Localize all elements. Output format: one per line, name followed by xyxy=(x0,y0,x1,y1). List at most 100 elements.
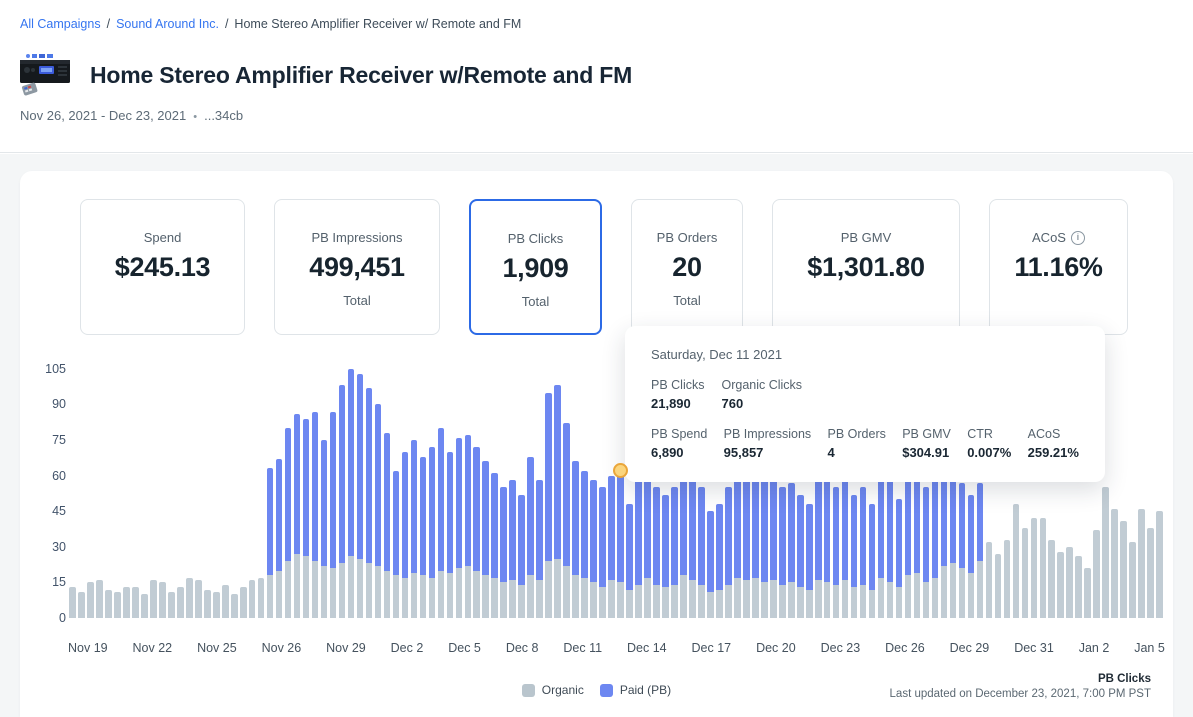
chart-bar[interactable] xyxy=(96,351,103,618)
chart-bar[interactable] xyxy=(895,351,903,618)
chart-bar[interactable] xyxy=(1030,351,1038,618)
chart-bar[interactable] xyxy=(392,351,400,618)
chart-bar[interactable] xyxy=(796,351,804,618)
chart-bar[interactable] xyxy=(320,351,328,618)
chart-bar[interactable] xyxy=(590,351,597,618)
chart-bar[interactable] xyxy=(257,351,265,618)
chart-bar[interactable] xyxy=(1048,351,1056,618)
chart-bar[interactable] xyxy=(123,351,130,618)
metric-card-pb-impressions[interactable]: PB Impressions 499,451 Total xyxy=(274,199,440,335)
chart-bar[interactable] xyxy=(671,351,678,618)
chart-bar[interactable] xyxy=(500,351,508,618)
chart-bar[interactable] xyxy=(275,351,283,618)
metric-card-pb-gmv[interactable]: PB GMV $1,301.80 xyxy=(772,199,960,335)
chart-bar[interactable] xyxy=(230,351,238,618)
chart-bar[interactable] xyxy=(707,351,714,618)
chart-bar[interactable] xyxy=(518,351,526,618)
chart-bar[interactable] xyxy=(689,351,696,618)
chart-bar[interactable] xyxy=(401,351,409,618)
chart-bar[interactable] xyxy=(428,351,436,618)
chart-bar[interactable] xyxy=(293,351,301,618)
chart-bar[interactable] xyxy=(114,351,121,618)
chart-bar[interactable] xyxy=(168,351,175,618)
chart-bar[interactable] xyxy=(374,351,382,618)
chart-bar[interactable] xyxy=(1084,351,1092,618)
chart-bar[interactable] xyxy=(1156,351,1163,618)
chart-bar[interactable] xyxy=(877,351,885,618)
chart-bar[interactable] xyxy=(347,351,355,618)
chart-bar[interactable] xyxy=(329,351,337,618)
chart-bar[interactable] xyxy=(644,351,651,618)
legend-item-organic[interactable]: Organic xyxy=(521,683,584,697)
chart-bar[interactable] xyxy=(473,351,481,618)
chart-bar[interactable] xyxy=(814,351,822,618)
chart-bar[interactable] xyxy=(509,351,517,618)
chart-bar[interactable] xyxy=(1147,351,1154,618)
chart-bar[interactable] xyxy=(141,351,148,618)
chart-bar[interactable] xyxy=(572,351,579,618)
chart-bar[interactable] xyxy=(994,351,1002,618)
chart-bar[interactable] xyxy=(1066,351,1074,618)
chart-bar[interactable] xyxy=(527,351,534,618)
chart-bar[interactable] xyxy=(725,351,732,618)
breadcrumb-all-campaigns[interactable]: All Campaigns xyxy=(20,17,101,31)
chart-bar[interactable] xyxy=(203,351,211,618)
chart-bar[interactable] xyxy=(1012,351,1020,618)
metric-card-spend[interactable]: Spend $245.13 xyxy=(80,199,245,335)
chart-bar[interactable] xyxy=(105,351,112,618)
chart-bar[interactable] xyxy=(410,351,418,618)
chart-bar[interactable] xyxy=(653,351,660,618)
chart-bar[interactable] xyxy=(958,351,966,618)
chart-bar[interactable] xyxy=(662,351,669,618)
chart-bar[interactable] xyxy=(626,351,633,618)
chart-bar[interactable] xyxy=(248,351,256,618)
chart-bar[interactable] xyxy=(608,351,615,618)
chart-bar[interactable] xyxy=(1057,351,1065,618)
chart-bar[interactable] xyxy=(194,351,202,618)
chart-bar[interactable] xyxy=(868,351,876,618)
chart-bar[interactable] xyxy=(482,351,490,618)
chart-bar[interactable] xyxy=(419,351,427,618)
info-icon[interactable]: i xyxy=(1070,230,1085,245)
chart-bar[interactable] xyxy=(563,351,570,618)
chart-bar[interactable] xyxy=(69,351,76,618)
chart-bar[interactable] xyxy=(752,351,759,618)
chart-bar[interactable] xyxy=(554,351,561,618)
chart-bar[interactable] xyxy=(1111,351,1118,618)
chart-bar[interactable] xyxy=(617,351,624,618)
chart-bar[interactable] xyxy=(832,351,840,618)
chart-bar[interactable] xyxy=(760,351,768,618)
chart-bar[interactable] xyxy=(437,351,445,618)
chart-bar[interactable] xyxy=(383,351,391,618)
chart-bar[interactable] xyxy=(239,351,247,618)
chart-bar[interactable] xyxy=(185,351,193,618)
chart-bar[interactable] xyxy=(886,351,894,618)
chart-bar[interactable] xyxy=(1120,351,1127,618)
chart-bar[interactable] xyxy=(150,351,157,618)
chart-bar[interactable] xyxy=(356,351,364,618)
chart-bar[interactable] xyxy=(743,351,750,618)
chart-bar[interactable] xyxy=(221,351,229,618)
chart-bar[interactable] xyxy=(545,351,552,618)
chart-bar[interactable] xyxy=(769,351,777,618)
chart-bar[interactable] xyxy=(1021,351,1029,618)
chart-bar[interactable] xyxy=(1003,351,1011,618)
chart-bar[interactable] xyxy=(159,351,166,618)
chart-bar[interactable] xyxy=(338,351,346,618)
chart-bar[interactable] xyxy=(841,351,849,618)
chart-bar[interactable] xyxy=(1102,351,1109,618)
chart-bar[interactable] xyxy=(680,351,687,618)
metric-card-pb-clicks[interactable]: PB Clicks 1,909 Total xyxy=(469,199,602,335)
chart-bar[interactable] xyxy=(734,351,741,618)
chart-bar[interactable] xyxy=(1138,351,1145,618)
chart-bar[interactable] xyxy=(536,351,543,618)
chart-bar[interactable] xyxy=(904,351,912,618)
chart-bar[interactable] xyxy=(599,351,606,618)
chart-bar[interactable] xyxy=(446,351,454,618)
chart-bar[interactable] xyxy=(787,351,795,618)
chart-bar[interactable] xyxy=(87,351,94,618)
chart-bar[interactable] xyxy=(132,351,139,618)
chart-bar[interactable] xyxy=(311,351,319,618)
chart-bar[interactable] xyxy=(1075,351,1083,618)
chart-bar[interactable] xyxy=(716,351,723,618)
